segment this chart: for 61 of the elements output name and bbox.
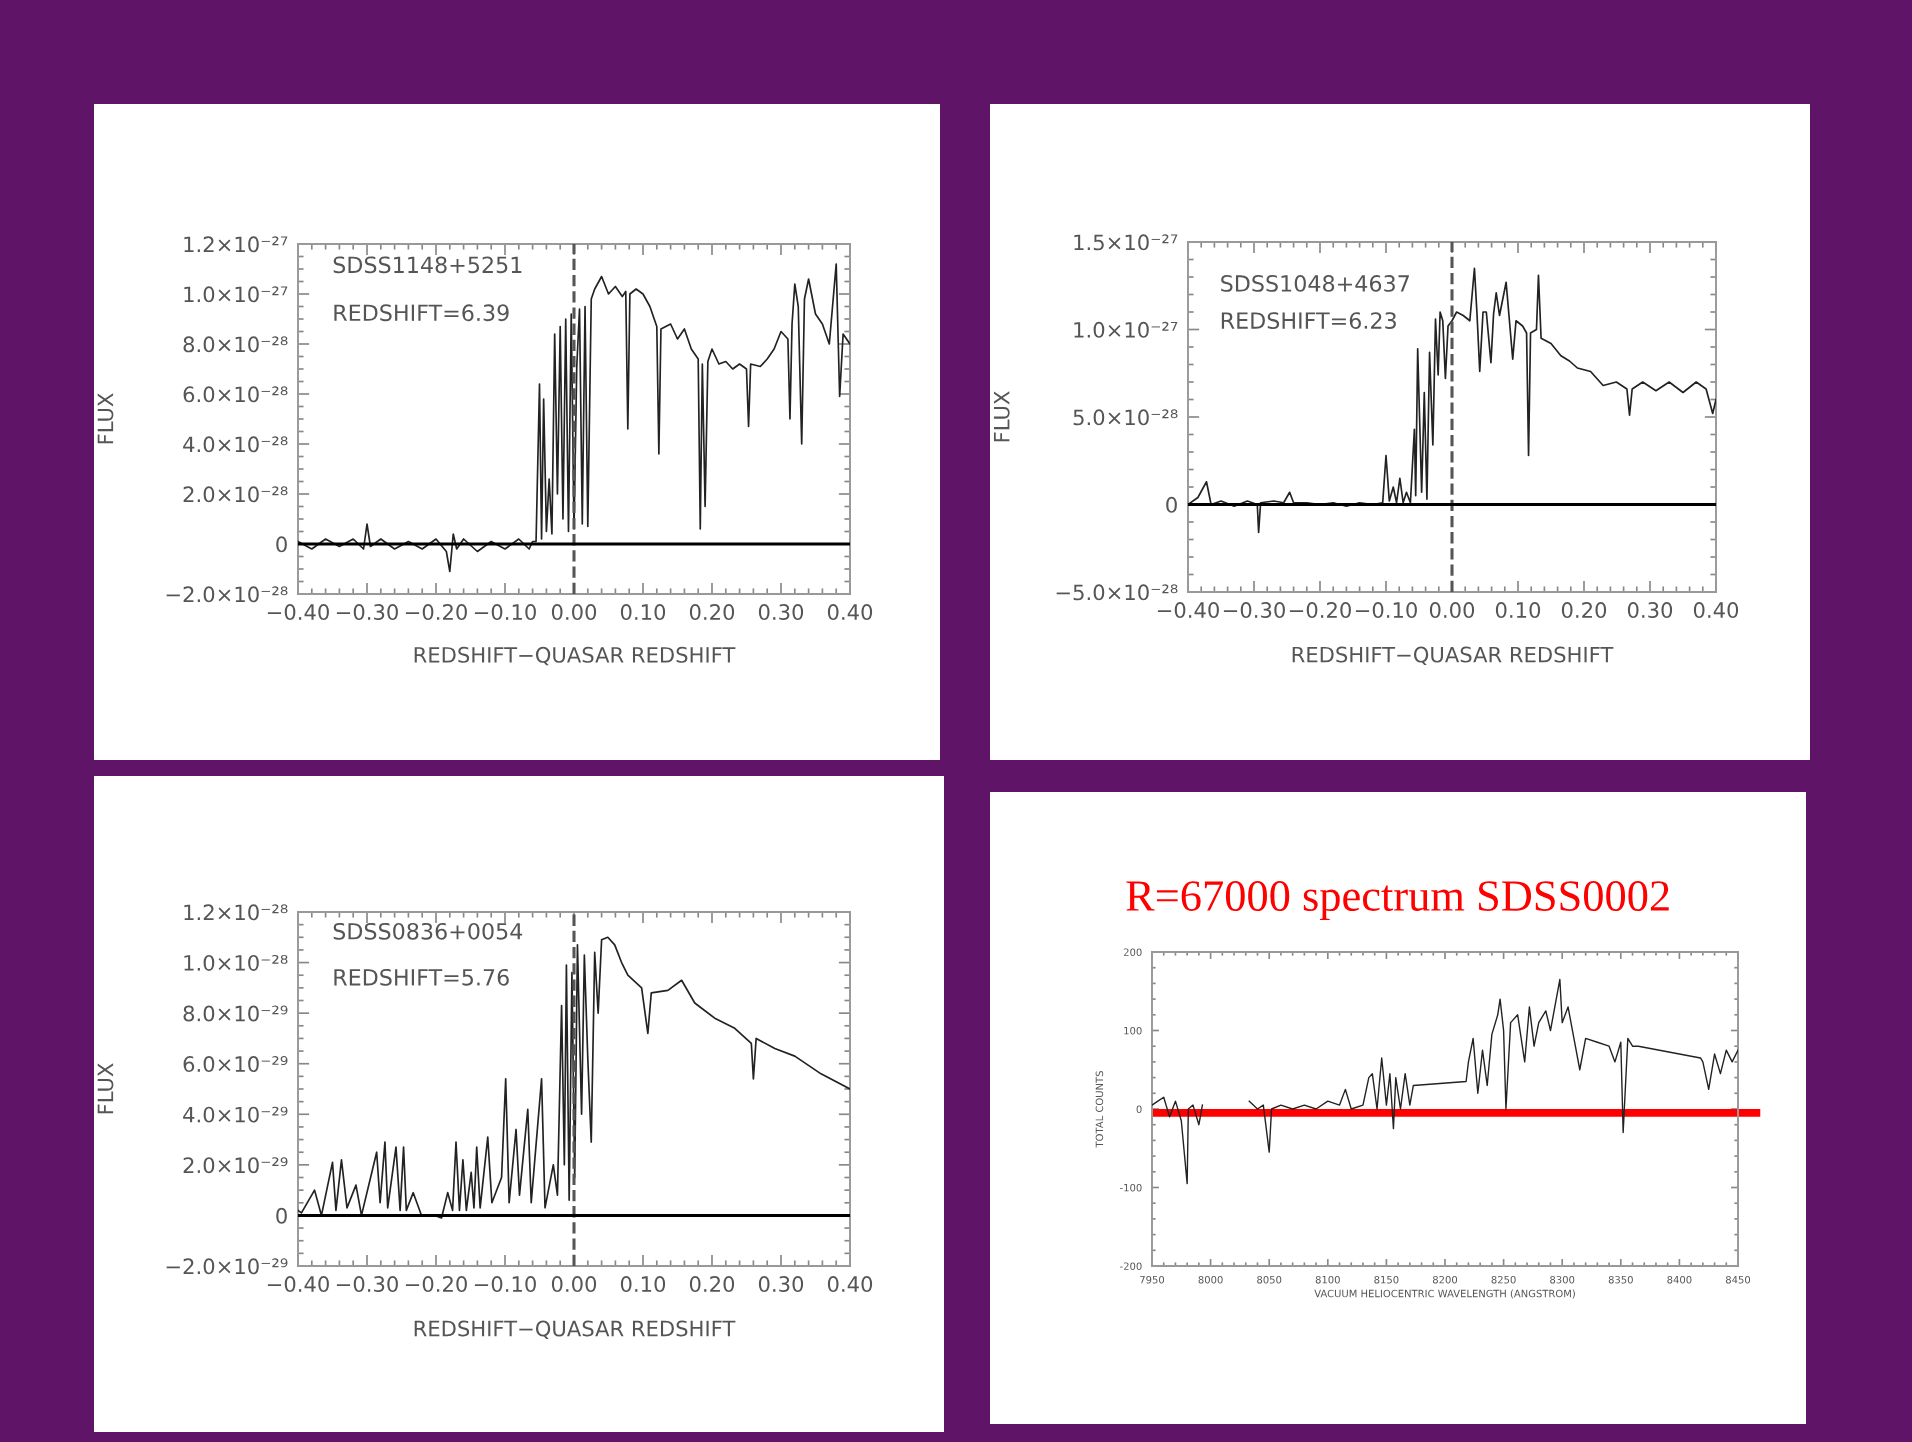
y-tick-label: 1.2×10⁻²⁷ bbox=[184, 236, 288, 253]
y-tick-label: 1.0×10⁻²⁷ bbox=[1074, 321, 1178, 338]
x-tick-label: 0.30 bbox=[1627, 602, 1673, 619]
x-axis-title: REDSHIFT−QUASAR REDSHIFT bbox=[1292, 646, 1614, 666]
x-tick-label: −0.20 bbox=[405, 1276, 467, 1293]
x-tick-label: 0.10 bbox=[620, 1276, 666, 1293]
x-tick-label: 0.30 bbox=[758, 1276, 804, 1293]
y-axis-title: FLUX bbox=[97, 393, 114, 444]
y-tick-label: 5.0×10⁻²⁸ bbox=[1073, 409, 1178, 426]
y-tick-label: 8.0×10⁻²⁹ bbox=[183, 1005, 288, 1022]
x-tick-label: 0.20 bbox=[689, 1276, 735, 1293]
y-axis-title: FLUX bbox=[993, 391, 1010, 442]
y-tick-label: 4.0×10⁻²⁸ bbox=[183, 436, 288, 453]
annotation: SDSS0836+0054 bbox=[333, 922, 523, 940]
chart-title: R=67000 spectrum SDSS0002 bbox=[1126, 881, 1669, 921]
x-tick-label: 0.00 bbox=[1429, 602, 1475, 619]
y-tick-label: −2.0×10⁻²⁸ bbox=[166, 586, 288, 603]
y-tick-label: −5.0×10⁻²⁸ bbox=[1056, 584, 1178, 601]
y-tick-label: 0 bbox=[276, 536, 287, 553]
x-tick-label: 0.20 bbox=[1561, 602, 1607, 619]
y-tick-label: 1.0×10⁻²⁷ bbox=[184, 286, 288, 303]
x-tick-label: 0.40 bbox=[827, 604, 873, 621]
x-tick-label: 0.00 bbox=[551, 604, 597, 621]
x-tick-label: 0.40 bbox=[1693, 602, 1739, 619]
x-tick-label: −0.30 bbox=[336, 1276, 398, 1293]
annotation: SDSS1048+4637 bbox=[1221, 275, 1409, 292]
x-tick-label: −0.40 bbox=[267, 604, 329, 621]
x-tick-label: 0.20 bbox=[689, 604, 735, 621]
y-tick-label: 1.5×10⁻²⁷ bbox=[1074, 234, 1178, 251]
y-tick-label: 2.0×10⁻²⁹ bbox=[183, 1157, 288, 1174]
x-tick-label: −0.20 bbox=[405, 604, 467, 621]
y-tick-label: 2.0×10⁻²⁸ bbox=[183, 486, 288, 503]
y-tick-label: 0 bbox=[1166, 496, 1177, 513]
annotation: SDSS1148+5251 bbox=[333, 256, 522, 274]
y-tick-label: 0 bbox=[276, 1207, 287, 1224]
y-tick-label: 6.0×10⁻²⁹ bbox=[183, 1056, 288, 1073]
x-tick-label: −0.10 bbox=[474, 604, 536, 621]
x-tick-label: −0.10 bbox=[1355, 602, 1417, 619]
x-tick-label: 0.00 bbox=[551, 1276, 597, 1293]
y-tick-label: 1.2×10⁻²⁸ bbox=[184, 904, 288, 921]
y-tick-label: −2.0×10⁻²⁹ bbox=[166, 1258, 288, 1275]
x-tick-label: −0.10 bbox=[474, 1276, 536, 1293]
x-tick-label: −0.20 bbox=[1289, 602, 1351, 619]
x-axis-title: REDSHIFT−QUASAR REDSHIFT bbox=[414, 646, 736, 666]
x-tick-label: −0.40 bbox=[1157, 602, 1219, 619]
annotation: REDSHIFT=5.76 bbox=[334, 968, 509, 986]
annotation: REDSHIFT=6.23 bbox=[1221, 312, 1396, 329]
x-axis-title: REDSHIFT−QUASAR REDSHIFT bbox=[414, 1320, 736, 1339]
x-tick-label: 0.30 bbox=[758, 604, 804, 621]
y-tick-label: 4.0×10⁻²⁹ bbox=[183, 1106, 288, 1123]
x-tick-label: 0.10 bbox=[1495, 602, 1541, 619]
x-tick-label: −0.40 bbox=[267, 1276, 329, 1293]
x-tick-label: −0.30 bbox=[336, 604, 398, 621]
annotation: REDSHIFT=6.39 bbox=[334, 304, 509, 322]
y-tick-label: 8.0×10⁻²⁸ bbox=[183, 336, 288, 353]
y-axis-title: FLUX bbox=[97, 1063, 114, 1114]
y-tick-label: 1.0×10⁻²⁸ bbox=[184, 954, 288, 971]
x-tick-label: 0.40 bbox=[827, 1276, 873, 1293]
x-tick-label: −0.30 bbox=[1223, 602, 1285, 619]
x-tick-label: 0.10 bbox=[620, 604, 666, 621]
y-tick-label: 6.0×10⁻²⁸ bbox=[183, 386, 288, 403]
